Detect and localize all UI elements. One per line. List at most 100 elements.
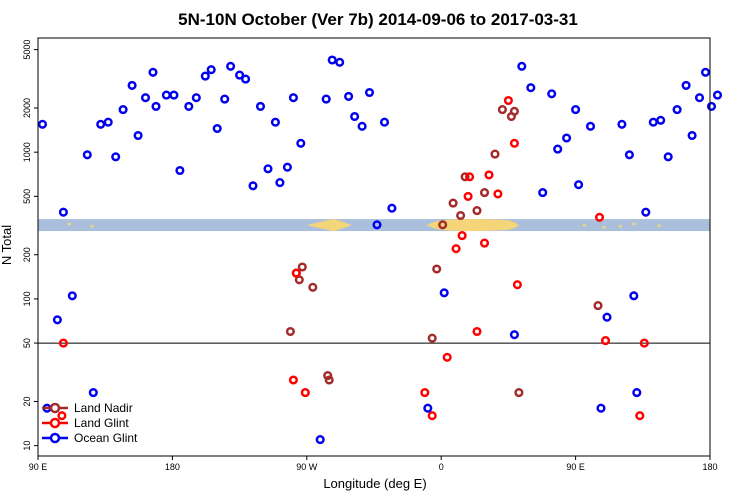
x-tick-label: 90 E bbox=[566, 462, 585, 472]
point-land-glint bbox=[509, 138, 519, 148]
point-land-glint bbox=[479, 238, 490, 248]
point-ocean-glint bbox=[148, 67, 158, 77]
point-ocean-glint bbox=[364, 87, 375, 98]
point-ocean-glint bbox=[37, 119, 48, 129]
point-ocean-glint bbox=[526, 83, 536, 93]
x-tick-label: 0 bbox=[439, 462, 444, 472]
point-ocean-glint bbox=[694, 93, 705, 103]
point-land-glint bbox=[503, 95, 513, 106]
point-land-glint bbox=[58, 338, 68, 348]
point-land-nadir bbox=[432, 264, 442, 274]
point-land-nadir bbox=[448, 198, 458, 208]
point-ocean-glint bbox=[175, 165, 185, 176]
point-ocean-glint bbox=[127, 80, 137, 90]
point-land-nadir bbox=[509, 106, 519, 116]
point-ocean-glint bbox=[656, 115, 666, 125]
point-land-nadir bbox=[472, 206, 482, 216]
point-ocean-glint bbox=[602, 312, 612, 322]
legend-item-land-glint: Land Glint bbox=[42, 416, 129, 430]
point-land-glint bbox=[288, 375, 298, 385]
chart-title: 5N-10N October (Ver 7b) 2014-09-06 to 20… bbox=[178, 10, 578, 29]
point-ocean-glint bbox=[538, 188, 548, 198]
data-points bbox=[37, 55, 723, 445]
point-land-nadir bbox=[297, 262, 307, 272]
y-tick-label: 1000 bbox=[22, 142, 32, 162]
y-tick-label: 100 bbox=[22, 291, 32, 306]
point-ocean-glint bbox=[263, 164, 273, 174]
x-tick-label: 180 bbox=[165, 462, 180, 472]
point-land-glint bbox=[442, 352, 452, 362]
point-land-glint bbox=[451, 244, 461, 254]
island-6 bbox=[657, 224, 661, 227]
point-land-glint bbox=[512, 280, 522, 290]
point-ocean-glint bbox=[255, 101, 266, 111]
land-mass-0 bbox=[306, 219, 352, 232]
legend-item-land-nadir: Land Nadir bbox=[42, 401, 133, 415]
point-ocean-glint bbox=[350, 111, 360, 122]
point-ocean-glint bbox=[387, 203, 397, 213]
point-ocean-glint bbox=[88, 388, 98, 398]
point-ocean-glint bbox=[672, 105, 682, 115]
point-ocean-glint bbox=[439, 288, 449, 298]
point-ocean-glint bbox=[517, 61, 527, 71]
point-ocean-glint bbox=[96, 119, 106, 129]
y-tick-label: 5000 bbox=[22, 40, 32, 60]
point-ocean-glint bbox=[681, 80, 691, 90]
point-ocean-glint bbox=[687, 130, 697, 141]
point-ocean-glint bbox=[553, 144, 563, 154]
island-4 bbox=[618, 225, 622, 228]
point-ocean-glint bbox=[315, 435, 325, 445]
x-axis-label: Longitude (deg E) bbox=[323, 476, 426, 491]
point-land-glint bbox=[291, 268, 301, 278]
point-ocean-glint bbox=[585, 121, 596, 131]
point-ocean-glint bbox=[140, 93, 151, 103]
point-ocean-glint bbox=[288, 93, 298, 103]
point-ocean-glint bbox=[191, 93, 201, 103]
point-land-nadir bbox=[323, 371, 333, 381]
point-ocean-glint bbox=[712, 90, 723, 100]
point-land-glint bbox=[594, 212, 605, 222]
legend-marker-ocean-glint bbox=[49, 432, 61, 444]
point-ocean-glint bbox=[632, 388, 642, 398]
point-ocean-glint bbox=[52, 315, 62, 325]
point-land-nadir bbox=[285, 326, 295, 337]
point-land-glint bbox=[300, 388, 310, 398]
point-ocean-glint bbox=[574, 180, 584, 190]
point-land-glint bbox=[493, 189, 503, 199]
y-tick-label: 200 bbox=[22, 247, 32, 262]
point-land-glint bbox=[600, 336, 611, 346]
island-0 bbox=[67, 222, 71, 226]
point-ocean-glint bbox=[220, 94, 230, 104]
point-ocean-glint bbox=[357, 121, 367, 131]
point-ocean-glint bbox=[423, 403, 433, 413]
point-land-glint bbox=[420, 388, 430, 398]
y-axis-label: N Total bbox=[0, 225, 14, 265]
point-land-nadir bbox=[456, 210, 466, 221]
point-land-glint bbox=[472, 326, 482, 337]
point-land-nadir bbox=[460, 172, 470, 182]
legend-marker-land-nadir bbox=[49, 402, 61, 414]
point-land-nadir bbox=[514, 388, 524, 398]
x-axis-ticks: 90 E 180 90 W 0 90 E 180 bbox=[29, 456, 718, 472]
point-ocean-glint bbox=[118, 105, 128, 115]
point-land-nadir bbox=[308, 282, 318, 292]
point-ocean-glint bbox=[212, 123, 222, 134]
legend-item-ocean-glint: Ocean Glint bbox=[42, 431, 138, 445]
point-ocean-glint bbox=[571, 105, 581, 115]
island-1 bbox=[90, 225, 94, 228]
point-ocean-glint bbox=[700, 67, 711, 77]
point-land-glint bbox=[465, 172, 475, 182]
point-ocean-glint bbox=[641, 207, 651, 217]
point-ocean-glint bbox=[200, 71, 210, 81]
y-tick-label: 2000 bbox=[22, 98, 32, 118]
y-tick-label: 500 bbox=[22, 189, 32, 204]
x-tick-label: 180 bbox=[702, 462, 717, 472]
point-land-nadir bbox=[324, 375, 334, 385]
point-ocean-glint bbox=[629, 291, 639, 301]
point-land-glint bbox=[457, 231, 467, 241]
island-5 bbox=[632, 222, 636, 226]
point-ocean-glint bbox=[321, 94, 331, 104]
